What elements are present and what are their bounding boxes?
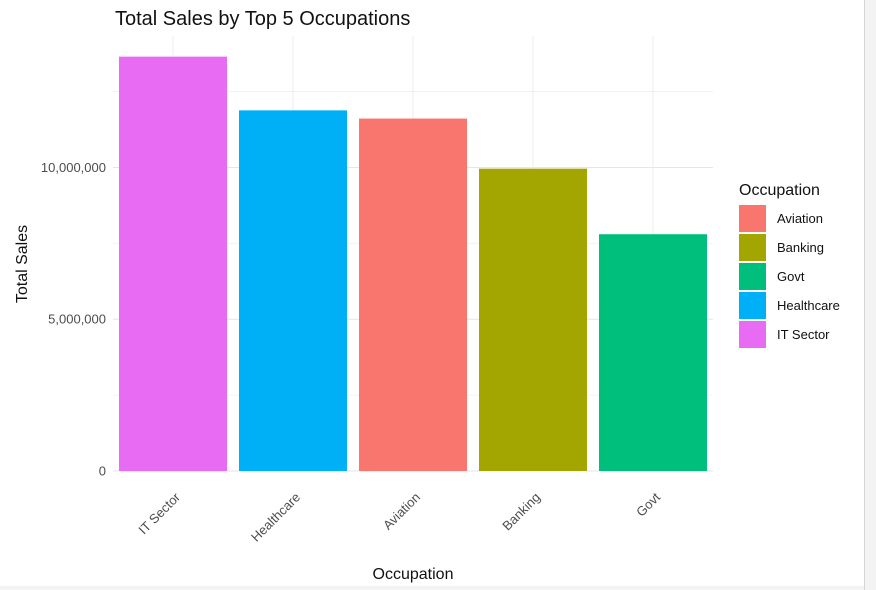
legend-title: Occupation xyxy=(739,182,820,199)
x-tick-labels: IT Sector Healthcare Aviation Banking Govt xyxy=(135,489,663,545)
y-tick-label: 0 xyxy=(99,464,106,479)
bar-healthcare xyxy=(239,110,347,471)
legend: Occupation Aviation Banking Govt Healthcare… xyxy=(739,182,840,348)
x-tick-label: Aviation xyxy=(380,490,423,533)
bars xyxy=(119,56,707,472)
x-tick-label: Healthcare xyxy=(248,490,303,545)
chart-title: Total Sales by Top 5 Occupations xyxy=(115,8,410,30)
x-axis-title: Occupation xyxy=(373,566,454,583)
bar-chart: 0 5,000,000 10,000,000 IT Sector Healthcare… xyxy=(14,8,840,583)
bar-it-sector xyxy=(119,56,227,472)
bar-aviation xyxy=(359,118,467,471)
window-bottom-edge xyxy=(0,586,864,590)
window-right-edge xyxy=(864,0,876,590)
legend-label: Banking xyxy=(777,240,824,255)
legend-label: IT Sector xyxy=(777,327,830,342)
y-tick-label: 10,000,000 xyxy=(41,160,106,175)
bar-govt xyxy=(599,234,707,471)
y-tick-labels: 0 5,000,000 10,000,000 xyxy=(41,160,106,479)
legend-label: Govt xyxy=(777,269,805,284)
legend-swatch-aviation xyxy=(739,205,766,232)
legend-label: Aviation xyxy=(777,211,823,226)
x-tick-label: IT Sector xyxy=(135,489,183,537)
legend-swatch-it-sector xyxy=(739,321,766,348)
legend-label: Healthcare xyxy=(777,298,840,313)
legend-swatch-govt xyxy=(739,263,766,290)
legend-swatch-banking xyxy=(739,234,766,261)
y-tick-label: 5,000,000 xyxy=(48,312,106,327)
x-tick-label: Banking xyxy=(499,490,543,534)
bar-banking xyxy=(479,168,587,471)
legend-swatch-healthcare xyxy=(739,292,766,319)
y-axis-title: Total Sales xyxy=(14,225,31,303)
x-tick-label: Govt xyxy=(633,489,663,519)
